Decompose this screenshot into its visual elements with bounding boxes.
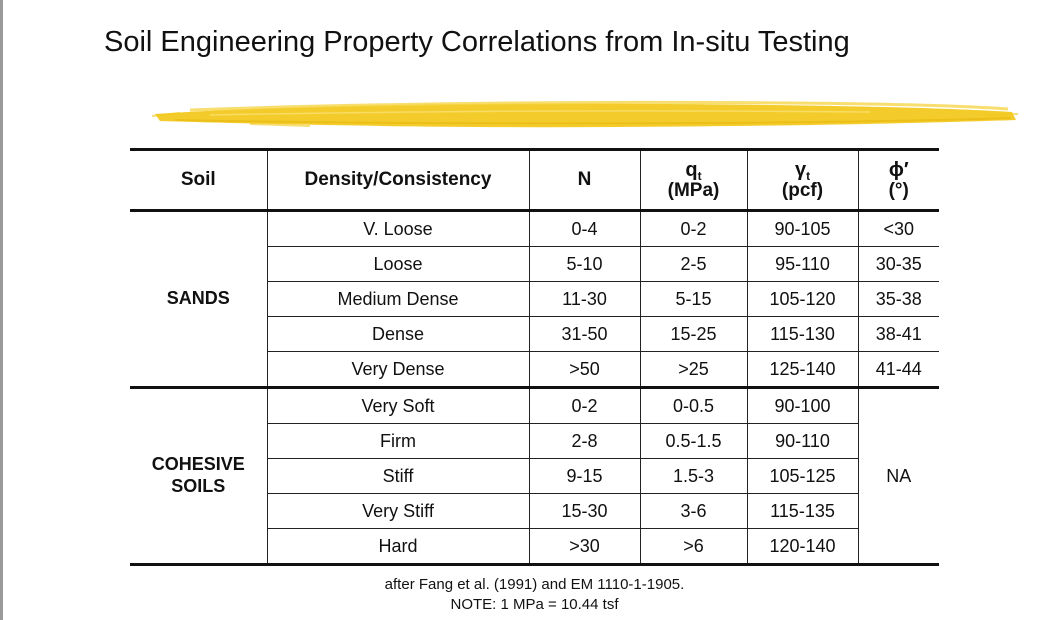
- group-label-line: SOILS: [171, 476, 226, 496]
- highlight-brush-stroke: [151, 100, 1019, 128]
- unit-note: NOTE: 1 MPa = 10.44 tsf: [450, 596, 619, 613]
- density-cell: Firm: [267, 423, 530, 459]
- n-cell: 5-10: [528, 246, 641, 282]
- qt-symbol: q: [685, 158, 698, 181]
- header-qt: qt (MPa): [639, 148, 748, 212]
- gamma-cell: 90-105: [746, 210, 859, 247]
- n-cell: 15-30: [528, 493, 641, 529]
- phi-cell: 41-44: [857, 351, 939, 388]
- table-row: Stiff 9-15 1.5-3 105-125: [130, 458, 939, 494]
- table-row: Dense 31-50 15-25 115-130 38-41: [130, 316, 939, 352]
- gamma-cell: 105-125: [746, 458, 858, 494]
- group-label-cohesive-soils: COHESIVE SOILS: [130, 386, 268, 566]
- group-label-line: COHESIVE: [151, 454, 245, 475]
- n-cell: >30: [528, 528, 641, 566]
- gamma-cell: 115-130: [746, 316, 859, 352]
- density-cell: Loose: [267, 246, 530, 282]
- qt-cell: 15-25: [639, 316, 748, 352]
- qt-cell: 0-0.5: [639, 386, 748, 424]
- density-cell: Stiff: [267, 458, 530, 494]
- table-row: Hard >30 >6 120-140: [130, 528, 939, 566]
- density-cell: Dense: [267, 316, 530, 352]
- gamma-symbol: γ: [794, 158, 807, 181]
- phi-cell: 30-35: [857, 246, 939, 282]
- gamma-unit: (pcf): [781, 179, 824, 201]
- table-header-row: Soil Density/Consistency N qt (MPa) γt (…: [130, 148, 939, 212]
- qt-unit: (MPa): [667, 179, 720, 201]
- source-citation: after Fang et al. (1991) and EM 1110-1-1…: [384, 576, 685, 593]
- n-cell: >50: [528, 351, 641, 388]
- header-gamma: γt (pcf): [746, 148, 859, 212]
- density-cell: Medium Dense: [267, 281, 530, 317]
- qt-cell: >6: [639, 528, 748, 566]
- density-cell: Very Stiff: [267, 493, 530, 529]
- phi-cell-na: NA: [857, 386, 939, 566]
- header-n: N: [528, 148, 641, 212]
- phi-cell: 35-38: [857, 281, 939, 317]
- n-cell: 9-15: [528, 458, 641, 494]
- qt-cell: >25: [639, 351, 748, 388]
- table-row: COHESIVE SOILS Very Soft 0-2 0-0.5 90-10…: [130, 386, 939, 566]
- density-cell: Hard: [267, 528, 530, 566]
- table-row: SANDS V. Loose 0-4 0-2 90-105 <30: [130, 210, 939, 388]
- qt-cell: 5-15: [639, 281, 748, 317]
- density-cell: Very Dense: [267, 351, 530, 388]
- density-cell: Very Soft: [266, 386, 530, 424]
- left-edge-bar: [0, 0, 3, 620]
- table-row: Very Dense >50 >25 125-140 41-44: [130, 351, 939, 388]
- density-cell: V. Loose: [266, 210, 530, 247]
- gamma-subscript: t: [806, 168, 811, 183]
- phi-unit: (°): [888, 179, 909, 201]
- header-phi: ϕ′ (°): [857, 148, 939, 212]
- gamma-cell: 120-140: [746, 528, 858, 566]
- n-cell: 2-8: [528, 423, 641, 459]
- gamma-cell: 105-120: [746, 281, 859, 317]
- qt-cell: 3-6: [639, 493, 748, 529]
- phi-symbol: ϕ′: [888, 158, 909, 181]
- gamma-cell: 125-140: [746, 351, 859, 388]
- slide-title: Soil Engineering Property Correlations f…: [104, 26, 850, 58]
- table-row: Firm 2-8 0.5-1.5 90-110: [130, 423, 939, 459]
- table-row: Very Stiff 15-30 3-6 115-135: [130, 493, 939, 529]
- header-soil: Soil: [130, 148, 268, 212]
- n-cell: 0-2: [528, 386, 641, 424]
- n-cell: 31-50: [528, 316, 641, 352]
- phi-cell: <30: [857, 210, 939, 247]
- qt-cell: 0.5-1.5: [639, 423, 748, 459]
- gamma-cell: 115-135: [746, 493, 858, 529]
- n-cell: 11-30: [528, 281, 641, 317]
- header-density-consistency: Density/Consistency: [266, 148, 530, 212]
- qt-cell: 1.5-3: [639, 458, 748, 494]
- qt-subscript: t: [697, 168, 702, 183]
- soil-property-table: Soil Density/Consistency N qt (MPa) γt (…: [130, 148, 939, 566]
- qt-cell: 2-5: [639, 246, 748, 282]
- gamma-cell: 90-110: [746, 423, 858, 459]
- gamma-cell: 95-110: [746, 246, 859, 282]
- n-cell: 0-4: [528, 210, 641, 247]
- phi-cell: 38-41: [857, 316, 939, 352]
- qt-cell: 0-2: [639, 210, 748, 247]
- gamma-cell: 90-100: [746, 386, 859, 424]
- group-label-sands: SANDS: [130, 210, 268, 388]
